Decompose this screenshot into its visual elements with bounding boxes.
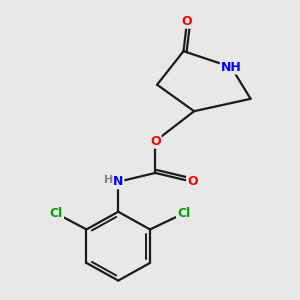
Text: Cl: Cl: [50, 207, 63, 220]
Text: H: H: [104, 175, 113, 185]
Text: O: O: [150, 135, 160, 148]
Text: O: O: [187, 175, 198, 188]
Text: O: O: [182, 15, 192, 28]
Text: NH: NH: [221, 61, 242, 74]
Text: Cl: Cl: [177, 207, 190, 220]
Text: N: N: [113, 175, 123, 188]
